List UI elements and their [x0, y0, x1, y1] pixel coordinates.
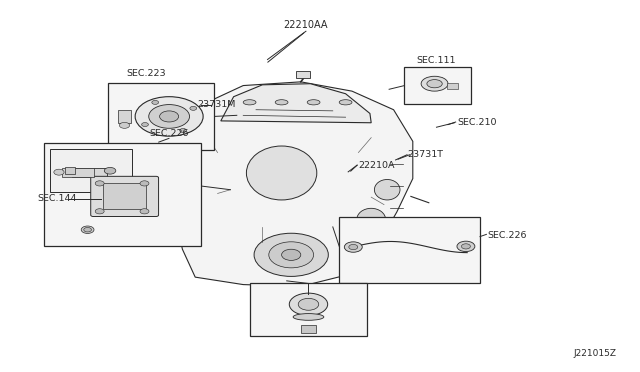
Text: SEC.144: SEC.144 — [37, 194, 77, 203]
Circle shape — [140, 181, 149, 186]
Circle shape — [120, 122, 130, 128]
Circle shape — [289, 293, 328, 315]
Circle shape — [159, 111, 179, 122]
Circle shape — [95, 181, 104, 186]
Ellipse shape — [421, 76, 448, 91]
Circle shape — [84, 228, 92, 232]
Circle shape — [457, 241, 475, 251]
Text: J221015Z: J221015Z — [573, 349, 617, 358]
Ellipse shape — [427, 80, 442, 88]
Circle shape — [54, 169, 64, 175]
Text: SEC.223: SEC.223 — [126, 69, 166, 78]
Text: 22210A: 22210A — [358, 161, 395, 170]
FancyBboxPatch shape — [91, 176, 159, 217]
Circle shape — [148, 105, 189, 128]
Circle shape — [140, 209, 149, 214]
Ellipse shape — [243, 100, 256, 105]
Circle shape — [344, 242, 362, 252]
Bar — [301, 325, 316, 333]
Text: 23731T: 23731T — [407, 150, 443, 159]
Circle shape — [298, 298, 319, 310]
Bar — [118, 110, 131, 123]
Bar — [404, 67, 471, 104]
Text: SEC.226: SEC.226 — [149, 129, 189, 138]
Bar — [62, 168, 94, 177]
Circle shape — [254, 233, 328, 276]
Circle shape — [282, 249, 301, 260]
Bar — [50, 149, 132, 192]
Text: 22210AA: 22210AA — [284, 20, 328, 30]
Circle shape — [269, 242, 314, 268]
Text: SEC.210: SEC.210 — [457, 118, 497, 127]
Ellipse shape — [357, 208, 385, 231]
Circle shape — [180, 128, 186, 132]
Circle shape — [95, 209, 104, 214]
Bar — [72, 168, 107, 177]
Polygon shape — [221, 84, 371, 123]
Circle shape — [135, 97, 203, 136]
Text: 23731M: 23731M — [197, 100, 236, 109]
Bar — [65, 167, 76, 174]
Bar — [108, 83, 214, 150]
Bar — [250, 283, 367, 336]
Circle shape — [152, 100, 159, 105]
Text: SEC.226: SEC.226 — [488, 231, 527, 240]
Ellipse shape — [275, 100, 288, 105]
Bar — [44, 143, 201, 246]
Circle shape — [461, 244, 470, 249]
Bar — [339, 217, 480, 283]
Ellipse shape — [374, 179, 400, 200]
Circle shape — [104, 167, 116, 174]
Circle shape — [81, 226, 94, 234]
Ellipse shape — [339, 100, 352, 105]
Ellipse shape — [246, 146, 317, 200]
Bar — [103, 183, 147, 209]
Circle shape — [141, 122, 148, 126]
Bar — [447, 83, 458, 89]
Polygon shape — [173, 82, 413, 286]
Ellipse shape — [307, 100, 320, 105]
Circle shape — [349, 244, 358, 250]
Circle shape — [190, 106, 196, 110]
Text: SEC.111: SEC.111 — [417, 57, 456, 65]
Bar — [296, 71, 310, 78]
Ellipse shape — [293, 314, 324, 320]
